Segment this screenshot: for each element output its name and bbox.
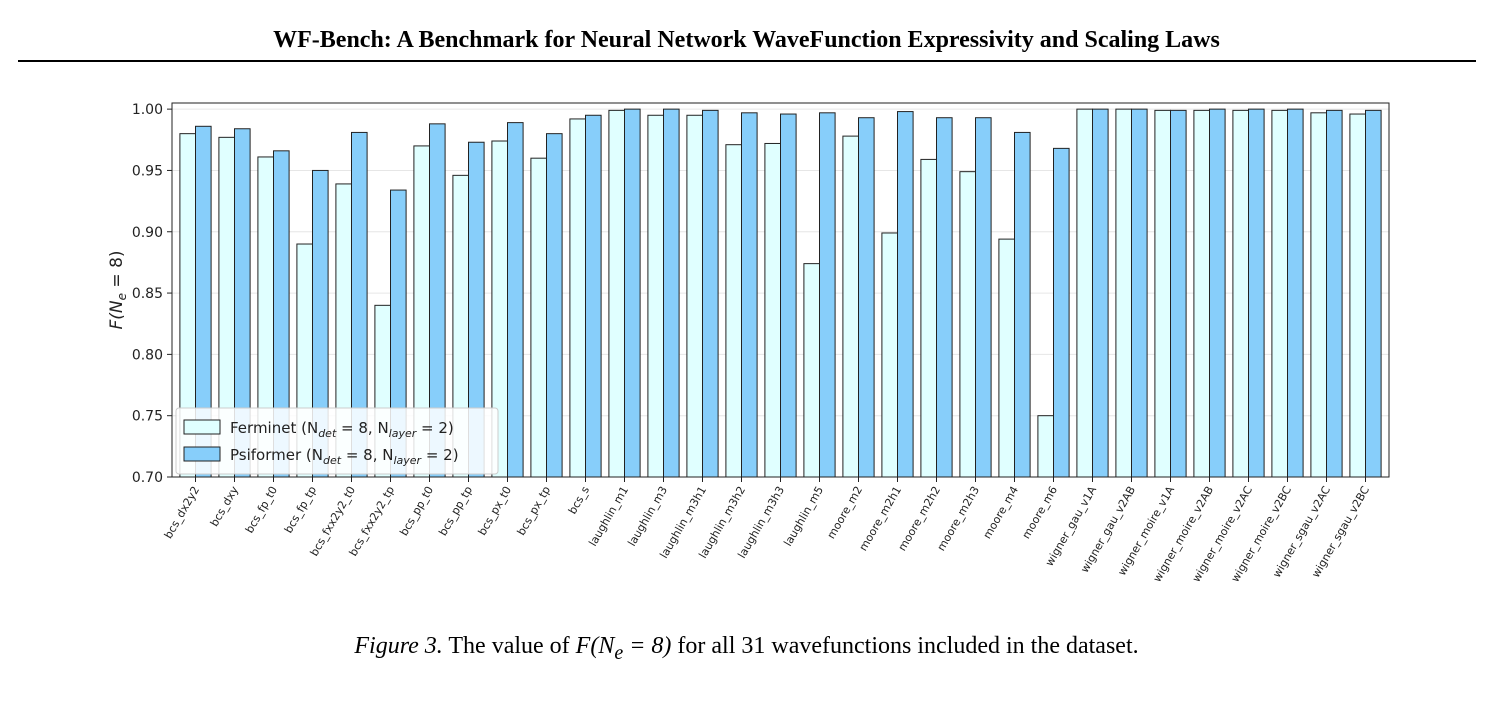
x-tick-label: bcs_s — [566, 484, 592, 517]
legend-label-psiformer: Psiformer (Ndet = 8, Nlayer = 2) — [230, 446, 459, 467]
bar-ferminet-laughlin_m5 — [803, 263, 821, 478]
bar-ferminet-wigner_moire_v2AB — [1193, 109, 1211, 478]
bar-psiformer-wigner_moire_v2BC — [1287, 108, 1304, 478]
x-tick-label: moore_m4 — [981, 484, 1021, 541]
bar-psiformer-moore_m6 — [1053, 147, 1070, 478]
x-tick-label: bcs_fp_t0 — [243, 484, 280, 535]
x-tick-label: bcs_pp_t0 — [397, 484, 436, 538]
x-tick-label: bcs_px_t0 — [476, 484, 515, 538]
bar-psiformer-laughlin_m3h1 — [702, 109, 719, 478]
bar-ferminet-moore_m4 — [998, 238, 1016, 478]
caption-text-after: for all 31 wavefunctions included in the… — [677, 633, 1139, 659]
bar-chart: 0.700.750.800.850.900.951.00 bcs_dx2y2 bc… — [107, 102, 1390, 584]
bar-ferminet-laughlin_m3h3 — [764, 142, 782, 478]
caption-math: F(Ne = 8) — [575, 633, 672, 664]
bar-psiformer-moore_m2h2 — [936, 117, 953, 478]
y-axis-ticks: 0.70 0.75 0.80 0.85 0.90 0.95 1.00 — [132, 102, 172, 486]
y-tick-label: 0.70 — [132, 470, 163, 486]
x-tick-label: laughlin_m1 — [586, 484, 631, 549]
x-tick-label: moore_m6 — [1020, 484, 1060, 541]
bar-psiformer-bcs_s — [585, 114, 602, 478]
bar-psiformer-wigner_gau_v1A — [1092, 108, 1109, 478]
legend-box — [175, 407, 499, 475]
bar-psiformer-bcs_px_tp — [546, 133, 563, 478]
bar-psiformer-laughlin_m3 — [663, 108, 680, 478]
bar-psiformer-laughlin_m5 — [819, 112, 836, 478]
bar-psiformer-wigner_gau_v2AB — [1131, 108, 1148, 478]
bar-psiformer-laughlin_m3h2 — [741, 112, 758, 478]
x-tick-label: bcs_dxy — [208, 484, 242, 529]
x-tick-label: moore_m2 — [825, 484, 865, 541]
figure-caption: Figure 3. The value of F(Ne = 8) for all… — [0, 633, 1493, 665]
bar-ferminet-moore_m2h3 — [959, 171, 977, 478]
bar-ferminet-wigner_sgau_v2BC — [1349, 113, 1367, 478]
bar-psiformer-moore_m2h1 — [897, 111, 914, 478]
legend-swatch-ferminet — [183, 419, 221, 435]
x-tick-label: laughlin_m5 — [781, 484, 826, 549]
bar-ferminet-bcs_s — [569, 118, 587, 478]
legend-swatch-psiformer — [183, 446, 221, 462]
bar-ferminet-wigner_moire_v1A — [1154, 109, 1172, 478]
bar-ferminet-laughlin_m3h2 — [725, 144, 743, 478]
bar-psiformer-laughlin_m1 — [624, 108, 641, 478]
header-rule — [18, 60, 1476, 62]
bar-psiformer-wigner_moire_v2AC — [1248, 108, 1265, 478]
bar-psiformer-moore_m2h3 — [975, 117, 992, 478]
legend: Ferminet (Ndet = 8, Nlayer = 2) Psiformer… — [175, 407, 499, 475]
bar-psiformer-bcs_px_t0 — [507, 122, 524, 478]
y-tick-label: 0.85 — [132, 286, 163, 302]
bar-ferminet-wigner_sgau_v2AC — [1310, 112, 1328, 478]
y-tick-label: 0.75 — [132, 409, 163, 425]
page-header-title: WF-Bench: A Benchmark for Neural Network… — [273, 27, 1220, 53]
bar-psiformer-moore_m4 — [1014, 131, 1031, 478]
x-axis-ticks: bcs_dx2y2 bcs_dxy bcs_fp_t0 bcs_fp_tpbcs_fx… — [162, 477, 1372, 584]
bars — [179, 108, 1382, 478]
bar-psiformer-wigner_moire_v2AB — [1209, 108, 1226, 478]
x-tick-label: laughlin_m3 — [625, 484, 670, 549]
x-tick-label: moore_m2h3 — [935, 484, 982, 553]
bar-psiformer-moore_m2 — [858, 117, 875, 478]
x-tick-label: bcs_pp_tp — [436, 484, 475, 538]
bar-ferminet-moore_m6 — [1037, 415, 1055, 478]
x-tick-label: bcs_fp_tp — [282, 484, 319, 535]
caption-figure-label: Figure 3. — [354, 633, 443, 659]
bar-psiformer-laughlin_m3h3 — [780, 113, 797, 478]
y-axis-label: F(Ne = 8) — [107, 250, 129, 329]
x-tick-label: bcs_px_tp — [515, 484, 554, 538]
bar-ferminet-wigner_moire_v2BC — [1271, 109, 1289, 478]
bar-ferminet-laughlin_m3 — [647, 114, 665, 478]
y-tick-label: 0.90 — [132, 225, 163, 241]
bar-ferminet-laughlin_m1 — [608, 109, 626, 478]
bar-psiformer-wigner_moire_v1A — [1170, 109, 1187, 478]
bar-ferminet-wigner_gau_v1A — [1076, 108, 1094, 478]
y-tick-label: 0.80 — [132, 347, 163, 363]
y-tick-label: 1.00 — [132, 102, 163, 118]
x-tick-label: bcs_dx2y2 — [162, 484, 202, 541]
bar-ferminet-moore_m2h1 — [881, 232, 899, 478]
bar-ferminet-laughlin_m3h1 — [686, 114, 704, 478]
y-tick-label: 0.95 — [132, 163, 163, 179]
bar-psiformer-wigner_sgau_v2BC — [1365, 109, 1382, 478]
legend-label-ferminet: Ferminet (Ndet = 8, Nlayer = 2) — [230, 419, 454, 440]
bar-psiformer-wigner_sgau_v2AC — [1326, 109, 1343, 478]
bar-ferminet-wigner_gau_v2AB — [1115, 108, 1133, 478]
bar-ferminet-bcs_px_tp — [530, 157, 548, 478]
bar-ferminet-wigner_moire_v2AC — [1232, 109, 1250, 478]
bar-ferminet-moore_m2h2 — [920, 158, 938, 478]
bar-ferminet-moore_m2 — [842, 135, 860, 478]
caption-text-before: The value of — [448, 633, 570, 659]
